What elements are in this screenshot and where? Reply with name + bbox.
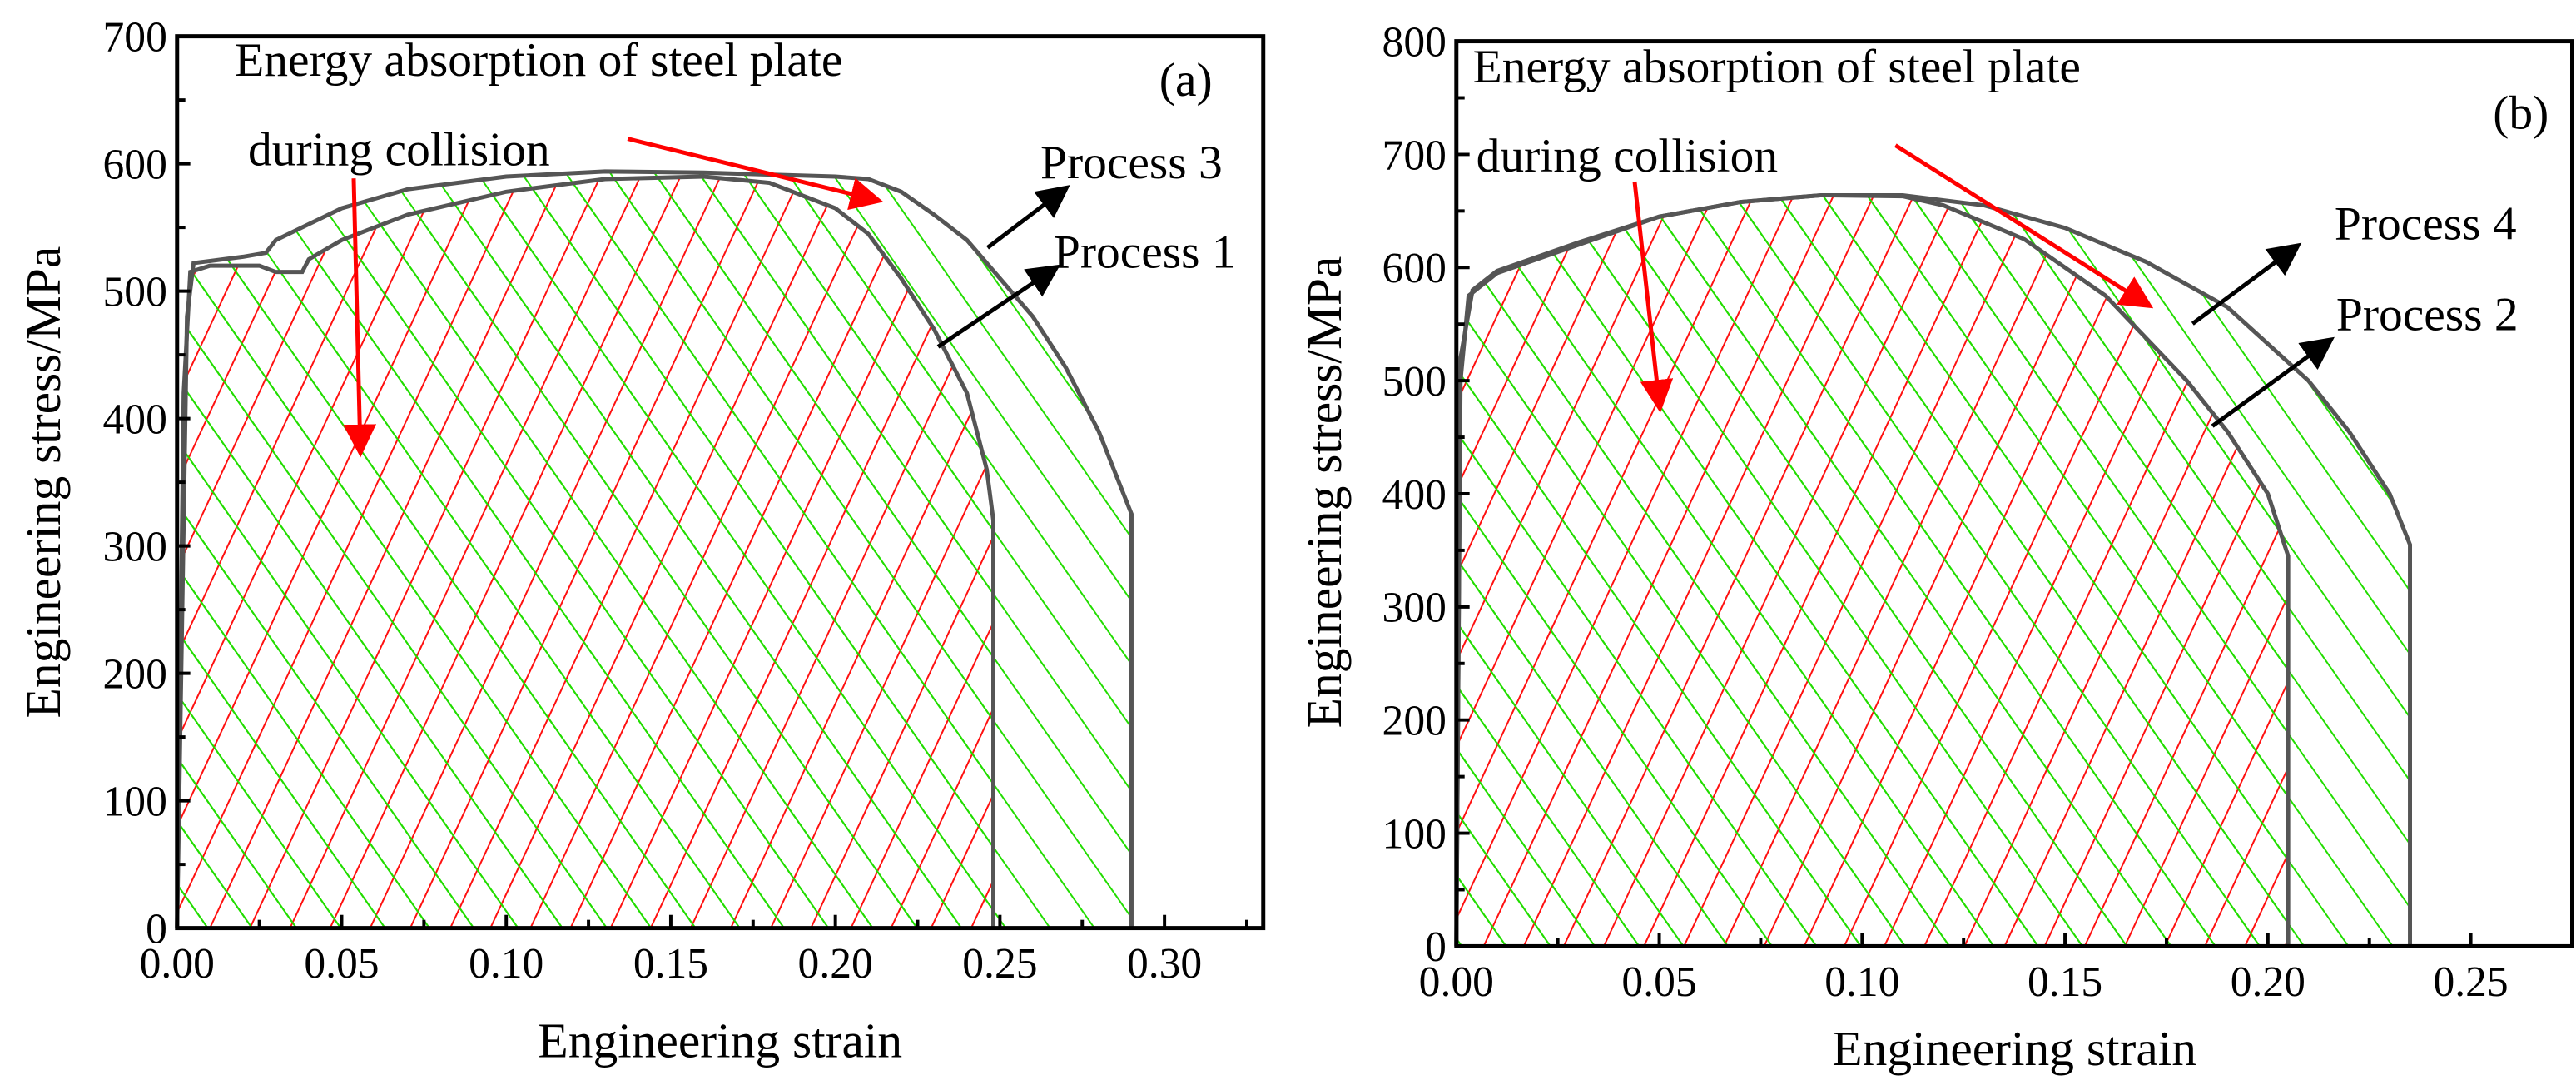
y-tick-label: 100 (103, 778, 167, 825)
curve-process-2 (1454, 192, 2291, 947)
y-tick-label: 600 (103, 141, 167, 188)
panel-label: (a) (1159, 54, 1213, 107)
red-arrow (1632, 181, 1674, 413)
x-tick-label: 0.10 (1824, 958, 1899, 1006)
annotation-line1: Energy absorption of steel plate (235, 34, 842, 87)
x-tick-label: 0.20 (2231, 958, 2305, 1006)
y-tick-label: 300 (103, 523, 167, 570)
y-tick-label: 800 (1382, 18, 1447, 66)
y-tick-label: 400 (1382, 471, 1447, 519)
curve-process-1 (175, 174, 995, 928)
black-arrow (2191, 242, 2302, 326)
y-tick-label: 100 (1382, 810, 1447, 858)
series-label-process-4: Process 4 (2335, 198, 2517, 251)
y-tick-label: 400 (103, 396, 167, 443)
x-tick-label: 0.10 (469, 940, 543, 988)
panel-label: (b) (2493, 87, 2549, 140)
x-tick-label: 0.15 (2028, 958, 2102, 1006)
red-arrow (343, 178, 377, 458)
y-axis-title: Engineering stress/MPa (16, 246, 71, 719)
y-tick-label: 700 (1382, 132, 1447, 179)
y-tick-label: 700 (103, 13, 167, 61)
y-tick-label: 500 (103, 268, 167, 316)
panel-b: 0.00 0.05 0.10 0.15 0.20 0.25 0 100 200 300 400 500… (1297, 18, 2574, 1076)
black-arrow (986, 185, 1070, 250)
y-tick-label: 200 (103, 650, 167, 698)
x-tick-label: 0.25 (962, 940, 1037, 988)
x-axis-title: Engineering strain (538, 1013, 902, 1068)
x-tick-label: 0.00 (140, 940, 215, 988)
x-axis-title: Engineering strain (1832, 1021, 2196, 1076)
y-tick-label: 300 (1382, 585, 1447, 632)
x-tick-label: 0.30 (1127, 940, 1202, 988)
x-tick-label: 0.05 (304, 940, 379, 988)
x-tick-label: 0.00 (1419, 958, 1494, 1006)
y-tick-label: 600 (1382, 245, 1447, 292)
annotation-line2: during collision (248, 123, 550, 176)
y-axis-title: Engineering stress/MPa (1297, 256, 1352, 729)
series-label-process-3: Process 3 (1040, 137, 1223, 189)
series-label-process-1: Process 1 (1054, 226, 1236, 278)
y-tick-label: 0 (1425, 923, 1447, 971)
x-tick-label: 0.25 (2433, 958, 2508, 1006)
y-tick-label: 500 (1382, 358, 1447, 406)
x-tick-label: 0.20 (798, 940, 873, 988)
panel-a: 0.00 0.05 0.10 0.15 0.20 0.25 0.30 0 100 200 300 40… (16, 13, 1266, 1068)
annotation-line2: during collision (1477, 130, 1779, 182)
red-arrow (1894, 143, 2154, 309)
black-arrow (936, 264, 1061, 349)
crosshatch-area (176, 177, 994, 928)
x-tick-label: 0.15 (633, 940, 708, 988)
red-arrow (627, 137, 884, 211)
y-tick-label: 200 (1382, 698, 1447, 745)
series-label-process-2: Process 2 (2336, 289, 2519, 341)
y-tick-label: 0 (146, 905, 167, 953)
x-tick-label: 0.05 (1621, 958, 1696, 1006)
black-arrow (2211, 336, 2335, 428)
annotation-line1: Energy absorption of steel plate (1473, 41, 2081, 93)
